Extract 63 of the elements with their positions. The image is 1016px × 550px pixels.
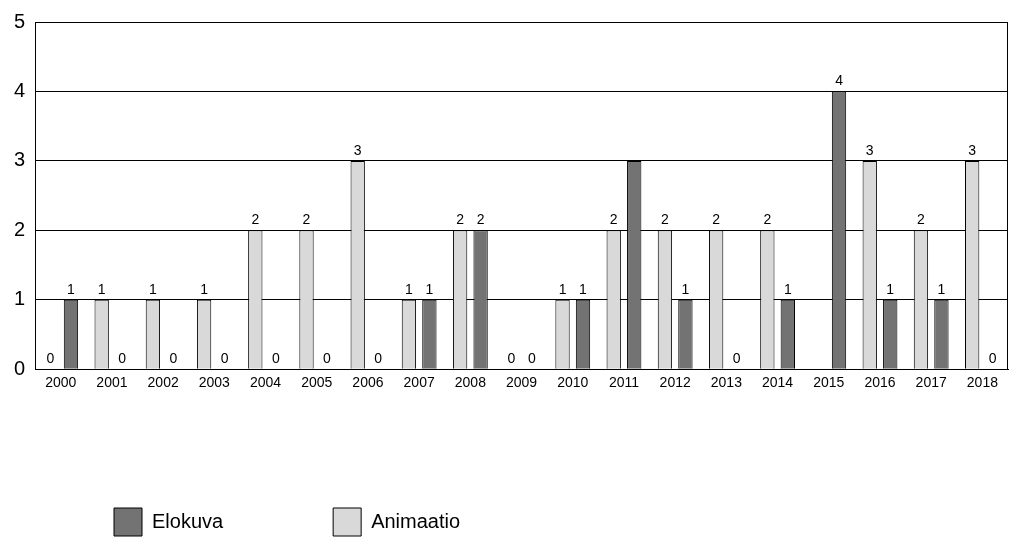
data-label: 1 xyxy=(937,280,946,297)
data-label: 0 xyxy=(507,350,516,367)
data-label: 1 xyxy=(425,280,434,297)
x-tick-label: 2004 xyxy=(249,374,282,391)
x-tick-label: 2011 xyxy=(608,374,640,391)
data-label: 0 xyxy=(374,350,383,367)
x-tick-label: 2006 xyxy=(352,374,384,391)
x-tick-label: 2018 xyxy=(966,374,999,391)
data-label: 1 xyxy=(148,280,157,297)
legend-label: Animaatio xyxy=(371,509,461,532)
x-tick-label: 2005 xyxy=(301,374,333,391)
data-label: 2 xyxy=(712,211,721,228)
data-label: 0 xyxy=(271,350,280,367)
data-label: 1 xyxy=(558,280,567,297)
y-tick-label: 0 xyxy=(14,356,26,379)
x-tick-label: 2003 xyxy=(198,374,231,391)
x-tick-label: 2001 xyxy=(96,374,128,391)
data-label: 3 xyxy=(865,141,874,158)
data-label: 2 xyxy=(302,211,311,228)
x-tick-label: 2015 xyxy=(813,374,845,391)
data-label: 2 xyxy=(763,211,772,228)
data-label: 2 xyxy=(609,211,618,228)
data-label: 4 xyxy=(835,72,844,89)
data-label: 1 xyxy=(681,280,690,297)
y-tick-label: 1 xyxy=(14,287,26,310)
x-tick-label: 2013 xyxy=(710,374,743,391)
data-label: 0 xyxy=(988,350,997,367)
x-tick-label: 2009 xyxy=(505,374,538,391)
data-label: 1 xyxy=(67,280,76,297)
y-tick-label: 5 xyxy=(14,9,26,32)
data-label: 2 xyxy=(917,211,926,228)
data-label: 0 xyxy=(527,350,536,367)
data-label: 3 xyxy=(968,141,977,158)
data-label: 3 xyxy=(353,141,362,158)
data-label: 1 xyxy=(886,280,895,297)
y-tick-label: 4 xyxy=(14,78,26,101)
x-tick-label: 2012 xyxy=(659,374,691,391)
y-tick-label: 3 xyxy=(14,148,26,171)
data-label: 2 xyxy=(661,211,670,228)
data-label: 1 xyxy=(405,280,414,297)
data-label: 2 xyxy=(251,211,260,228)
x-tick-label: 2000 xyxy=(45,374,77,391)
x-tick-label: 2007 xyxy=(403,374,435,391)
data-label: 1 xyxy=(97,280,106,297)
x-tick-label: 2017 xyxy=(915,374,947,391)
data-label: 1 xyxy=(783,280,792,297)
y-tick-label: 2 xyxy=(14,217,26,240)
x-tick-label: 2016 xyxy=(864,374,896,391)
data-label: 2 xyxy=(476,211,485,228)
x-tick-label: 2002 xyxy=(147,374,179,391)
data-label: 0 xyxy=(323,350,332,367)
data-label: 2 xyxy=(456,211,465,228)
data-label: 0 xyxy=(46,350,55,367)
data-label: 1 xyxy=(200,280,209,297)
data-label: 1 xyxy=(579,280,588,297)
x-tick-label: 2010 xyxy=(557,374,589,391)
x-tick-label: 2014 xyxy=(762,374,794,391)
data-label: 0 xyxy=(169,350,178,367)
legend-label: Elokuva xyxy=(152,509,225,532)
data-label: 0 xyxy=(220,350,229,367)
data-label: 0 xyxy=(732,350,741,367)
x-tick-label: 2008 xyxy=(454,374,487,391)
data-label: 0 xyxy=(118,350,127,367)
